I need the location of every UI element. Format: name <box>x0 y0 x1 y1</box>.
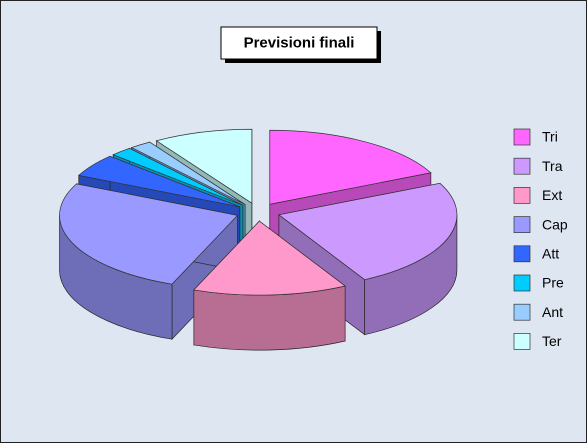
chart-title: Previsioni finali <box>244 34 355 51</box>
legend-label: Att <box>542 246 559 262</box>
legend-swatch <box>513 303 531 321</box>
legend-label: Ext <box>542 187 562 203</box>
slice <box>59 183 239 285</box>
legend-swatch <box>513 274 531 292</box>
title-box <box>220 26 378 60</box>
legend-label: Ter <box>542 333 562 349</box>
legend-swatch <box>513 187 531 204</box>
slice <box>193 220 346 296</box>
legend-swatch <box>513 128 531 146</box>
legend-swatch <box>513 157 531 175</box>
legend-swatch <box>513 245 531 263</box>
legend-label: Cap <box>542 216 568 232</box>
pie <box>59 128 458 351</box>
slice <box>155 128 253 204</box>
legend-swatch <box>513 333 531 350</box>
legend-label: Pre <box>542 275 564 291</box>
legend-label: Tri <box>542 129 558 145</box>
slice <box>269 129 432 205</box>
slice <box>278 182 458 281</box>
legend-label: Ant <box>542 304 563 320</box>
slice <box>77 155 240 208</box>
slice-side <box>193 285 346 351</box>
legend-label: Tra <box>542 158 563 174</box>
legend-swatch <box>513 216 531 233</box>
legend: Tri Tra Ext Cap Att Pre Ant Ter <box>513 128 568 350</box>
slice <box>130 141 246 205</box>
slice <box>112 147 244 206</box>
